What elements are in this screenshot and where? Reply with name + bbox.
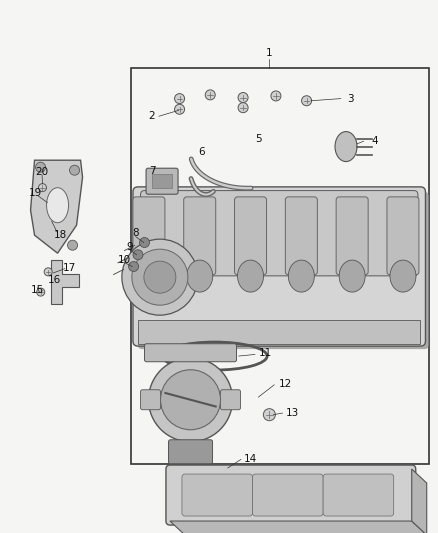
Circle shape: [122, 239, 198, 315]
FancyBboxPatch shape: [138, 192, 428, 349]
Circle shape: [263, 409, 276, 421]
Ellipse shape: [237, 260, 264, 292]
FancyBboxPatch shape: [145, 344, 237, 362]
Text: 13: 13: [286, 408, 299, 418]
Text: 7: 7: [148, 166, 155, 175]
Text: 3: 3: [347, 94, 354, 103]
Circle shape: [37, 288, 45, 296]
Circle shape: [148, 358, 233, 442]
Circle shape: [161, 370, 220, 430]
Circle shape: [238, 103, 248, 112]
FancyBboxPatch shape: [133, 197, 165, 275]
Text: 14: 14: [244, 455, 257, 464]
FancyBboxPatch shape: [220, 390, 240, 410]
Text: 10: 10: [117, 255, 131, 264]
Text: 11: 11: [258, 348, 272, 358]
Ellipse shape: [390, 260, 416, 292]
Circle shape: [133, 250, 143, 260]
Ellipse shape: [335, 132, 357, 161]
Text: 16: 16: [48, 275, 61, 285]
FancyBboxPatch shape: [146, 168, 178, 194]
Ellipse shape: [187, 260, 213, 292]
FancyBboxPatch shape: [285, 197, 318, 275]
Circle shape: [70, 165, 80, 175]
Polygon shape: [412, 469, 427, 533]
Circle shape: [205, 90, 215, 100]
Polygon shape: [51, 261, 79, 304]
Ellipse shape: [339, 260, 365, 292]
Circle shape: [132, 249, 188, 305]
Bar: [138, 320, 420, 344]
Circle shape: [302, 96, 311, 106]
Text: 9: 9: [126, 242, 133, 252]
FancyBboxPatch shape: [182, 474, 253, 516]
FancyBboxPatch shape: [253, 474, 323, 516]
Text: 12: 12: [279, 379, 292, 389]
Polygon shape: [170, 521, 427, 533]
FancyBboxPatch shape: [152, 174, 172, 188]
Circle shape: [175, 94, 184, 103]
FancyBboxPatch shape: [184, 197, 216, 275]
Circle shape: [238, 93, 248, 102]
Circle shape: [67, 240, 78, 250]
Bar: [131, 68, 429, 464]
FancyBboxPatch shape: [133, 187, 425, 346]
Text: 15: 15: [31, 286, 44, 295]
FancyBboxPatch shape: [323, 474, 394, 516]
FancyBboxPatch shape: [141, 390, 161, 410]
FancyBboxPatch shape: [387, 197, 419, 275]
Circle shape: [140, 238, 149, 247]
Circle shape: [129, 262, 138, 271]
Text: 5: 5: [255, 134, 262, 143]
FancyBboxPatch shape: [234, 197, 267, 275]
Circle shape: [35, 162, 46, 172]
Text: 17: 17: [63, 263, 76, 272]
Polygon shape: [31, 160, 82, 253]
Text: 20: 20: [35, 167, 49, 176]
Circle shape: [144, 261, 176, 293]
Circle shape: [271, 91, 281, 101]
Circle shape: [175, 104, 184, 114]
FancyBboxPatch shape: [169, 440, 212, 464]
Text: 18: 18: [54, 230, 67, 239]
FancyBboxPatch shape: [141, 190, 418, 276]
Ellipse shape: [136, 260, 162, 292]
Circle shape: [44, 268, 52, 276]
Text: 19: 19: [29, 188, 42, 198]
Circle shape: [39, 183, 46, 192]
Text: 8: 8: [132, 229, 139, 238]
Ellipse shape: [46, 188, 69, 223]
Text: 1: 1: [266, 49, 273, 58]
Text: 6: 6: [198, 147, 205, 157]
FancyBboxPatch shape: [336, 197, 368, 275]
Text: 2: 2: [148, 111, 155, 121]
Text: 4: 4: [371, 136, 378, 146]
FancyBboxPatch shape: [166, 465, 416, 525]
Ellipse shape: [288, 260, 314, 292]
